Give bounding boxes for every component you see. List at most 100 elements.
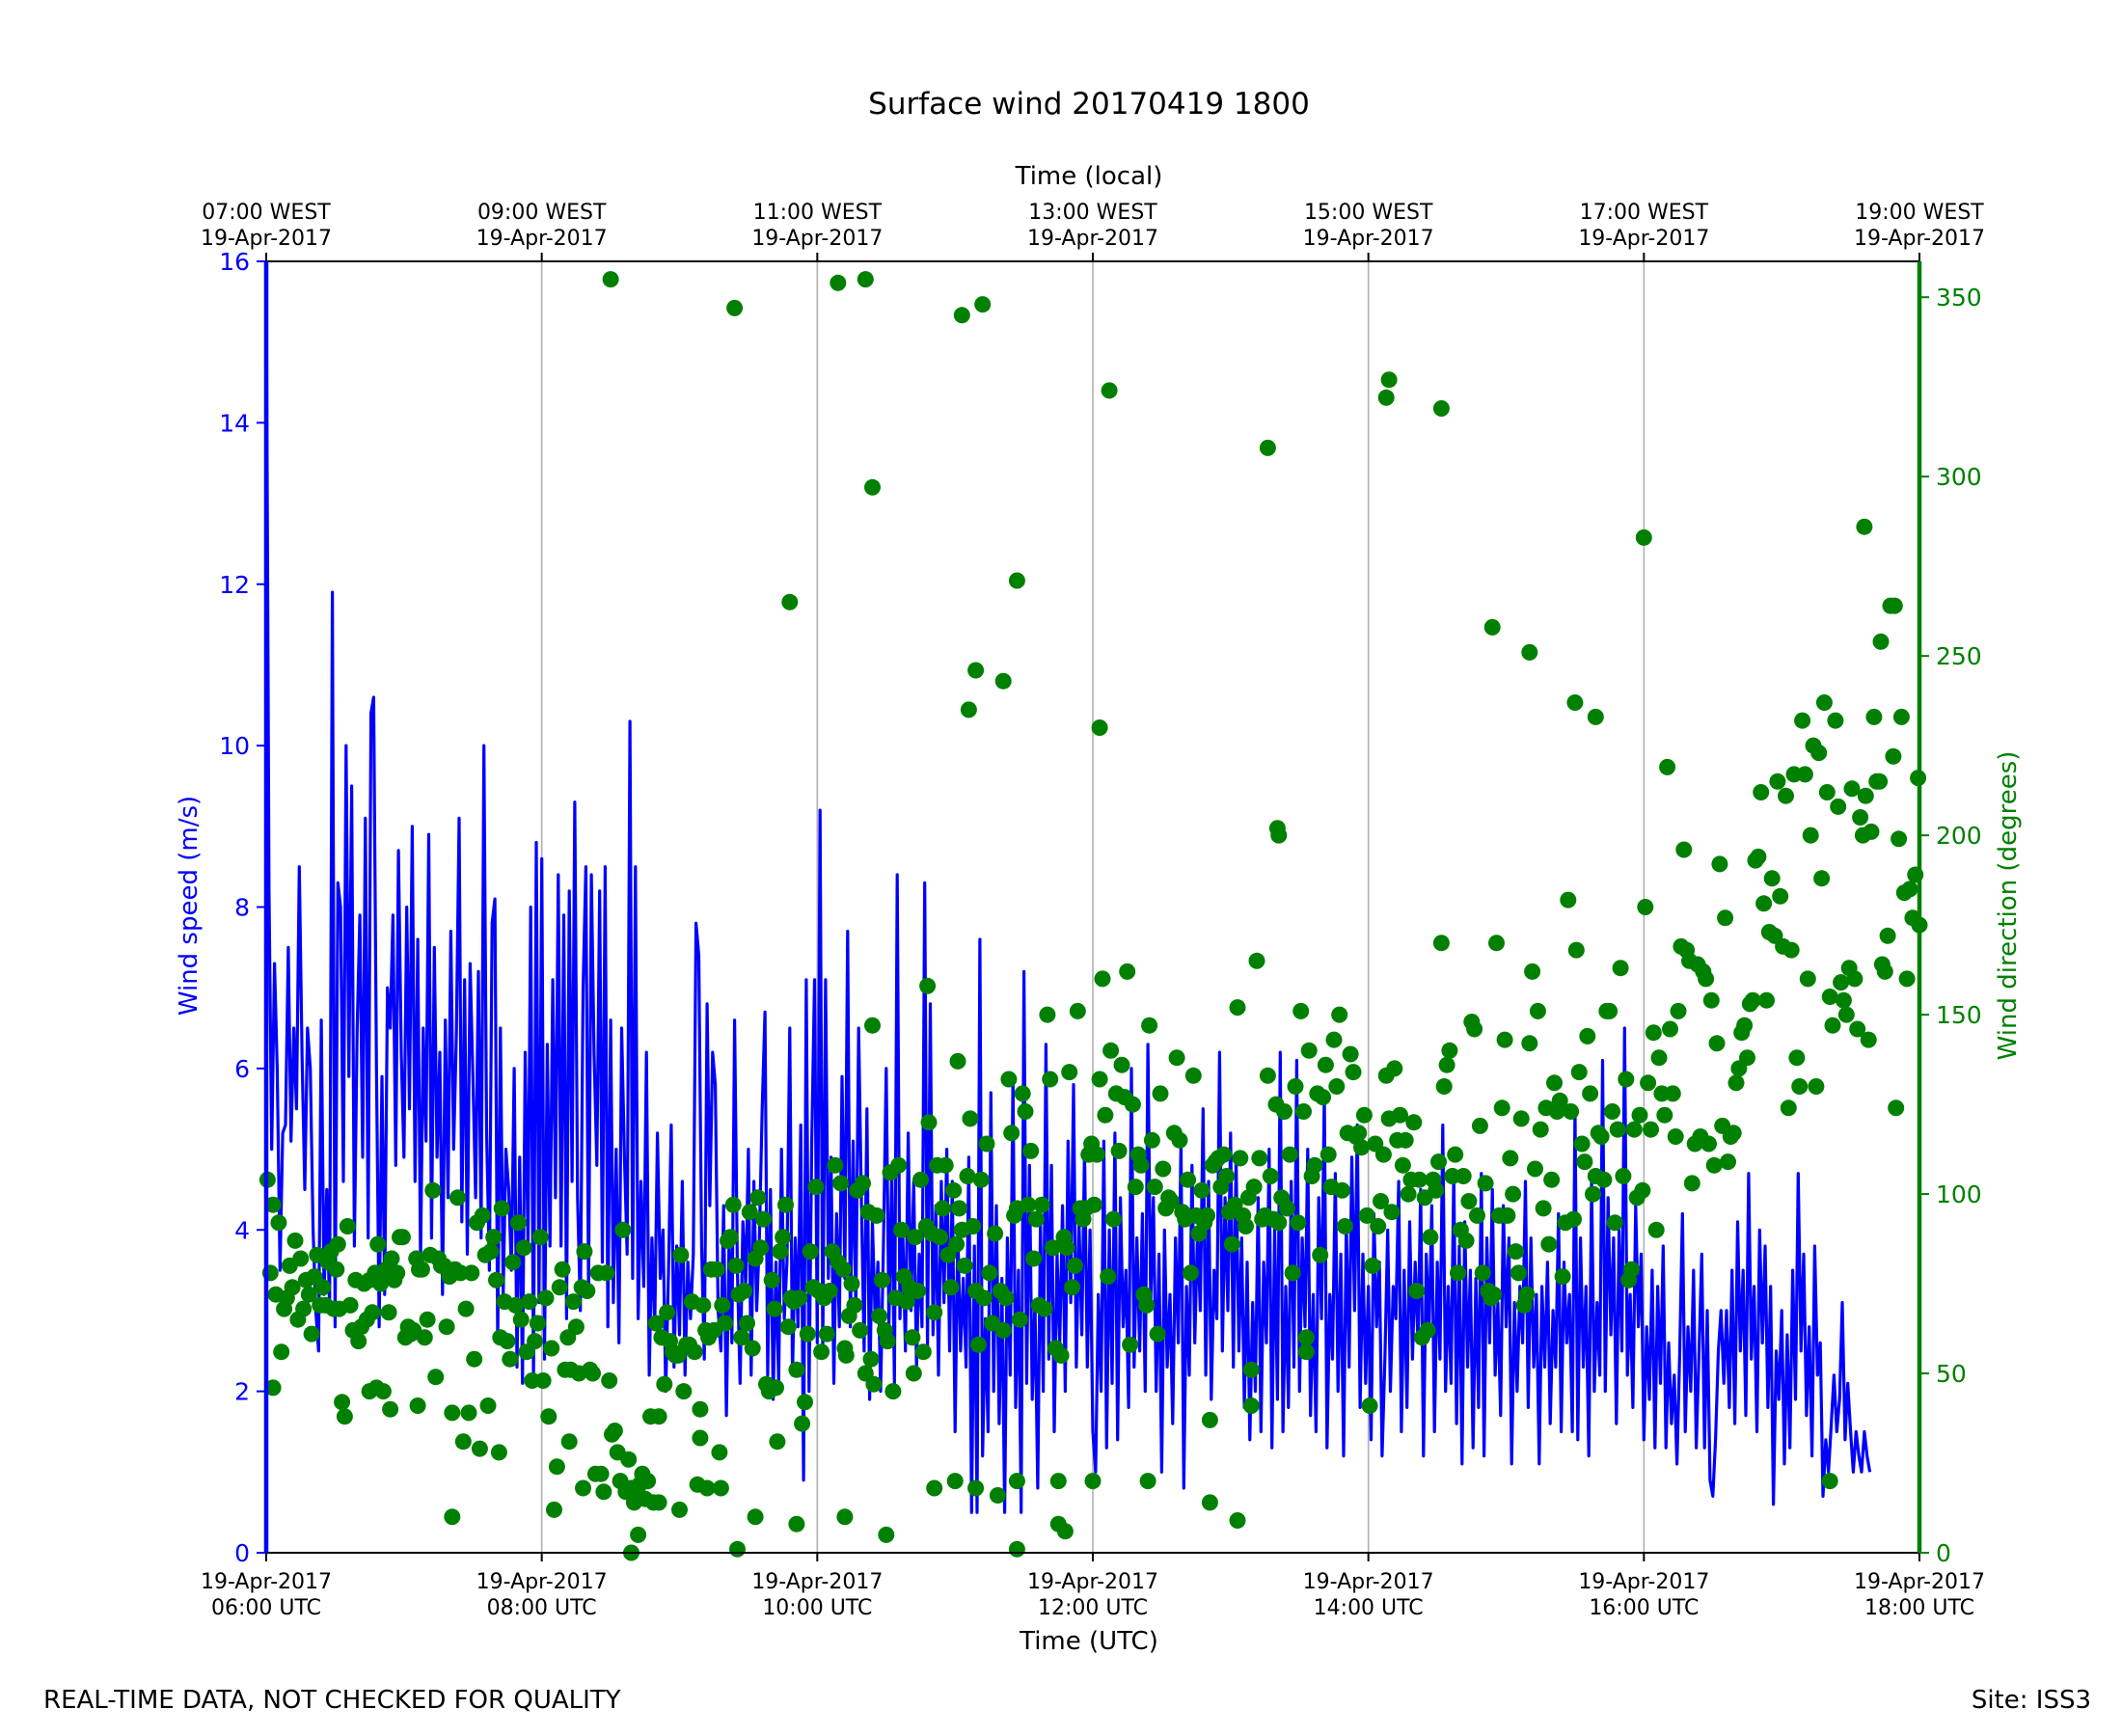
wind-direction-point [1182, 1264, 1199, 1282]
chart-title: Surface wind 20170419 1800 [868, 87, 1310, 122]
x-tick-label-date: 19-Apr-2017 [476, 1570, 608, 1594]
wind-direction-point [394, 1229, 411, 1246]
wind-direction-point [1606, 1214, 1623, 1232]
wind-direction-point [1670, 1002, 1687, 1019]
wind-direction-point [1238, 1218, 1254, 1234]
wind-direction-point [1104, 1210, 1122, 1228]
wind-direction-point [1769, 773, 1786, 790]
wind-direction-point [749, 1189, 767, 1207]
wind-direction-point [1270, 1214, 1288, 1232]
wind-direction-point [904, 1329, 921, 1346]
wind-direction-point [1563, 1103, 1580, 1120]
wind-direction-point [1138, 1296, 1156, 1314]
wind-direction-point [1091, 719, 1108, 736]
wind-direction-point [1438, 1056, 1455, 1073]
wind-direction-point [799, 1325, 816, 1343]
wind-direction-point [647, 1315, 665, 1332]
wind-direction-point [1287, 1078, 1304, 1095]
wind-direction-point [965, 1218, 982, 1234]
wind-direction-point [264, 1379, 282, 1397]
wind-direction-point [1830, 798, 1847, 815]
wind-direction-point [1508, 1243, 1524, 1261]
wind-direction-point [1036, 1300, 1053, 1317]
wind-direction-point [959, 1168, 976, 1184]
wind-direction-point [1457, 1232, 1475, 1249]
wind-direction-point [1353, 1139, 1370, 1156]
wind-direction-point [1152, 1085, 1169, 1102]
x-tick-label-date: 19-Apr-2017 [1854, 1570, 1985, 1594]
wind-direction-point [1122, 1336, 1139, 1353]
wind-direction-point [1469, 1207, 1485, 1224]
wind-direction-point [862, 1350, 880, 1368]
wind-direction-point [1132, 1156, 1150, 1174]
wind-direction-point [1570, 1064, 1588, 1081]
wind-direction-point [1852, 809, 1869, 826]
wind-direction-point [967, 1479, 985, 1497]
wind-direction-point [1772, 887, 1789, 905]
wind-direction-point [1319, 1146, 1337, 1163]
wind-direction-point [1039, 1006, 1056, 1023]
wind-direction-point [548, 1458, 565, 1476]
wind-direction-point [444, 1404, 461, 1422]
wind-direction-point [1645, 1024, 1662, 1042]
wind-direction-point [1325, 1031, 1343, 1048]
wind-direction-point [1711, 855, 1728, 873]
wind-direction-point [1358, 1207, 1375, 1224]
wind-direction-point [1171, 1131, 1188, 1149]
wind-direction-point [827, 1156, 844, 1174]
wind-direction-point [372, 1275, 390, 1292]
wind-direction-point [932, 1229, 948, 1246]
wind-direction-point [1872, 633, 1890, 650]
wind-direction-point [334, 1394, 351, 1411]
wind-direction-point [1428, 1181, 1445, 1199]
wind-direction-point [419, 1311, 436, 1328]
wind-direction-point [1300, 1042, 1318, 1059]
top-tick-label-date: 19-Apr-2017 [1578, 227, 1709, 251]
wind-direction-point [1397, 1131, 1414, 1149]
wind-direction-point [471, 1440, 488, 1457]
wind-direction-point [752, 1239, 770, 1257]
wind-direction-point [1411, 1171, 1428, 1188]
wind-direction-point [1242, 1397, 1260, 1414]
wind-direction-point [350, 1333, 367, 1350]
wind-direction-point [614, 1221, 632, 1238]
wind-direction-point [962, 1110, 979, 1127]
wind-direction-point [692, 1429, 709, 1447]
wind-direction-point [864, 1017, 881, 1034]
wind-direction-point [1802, 827, 1819, 844]
wind-direction-point [714, 1296, 731, 1314]
wind-direction-point [1042, 1071, 1059, 1088]
wind-direction-point [1524, 963, 1541, 980]
wind-direction-point [1119, 963, 1136, 980]
wind-direction-point [1455, 1168, 1472, 1184]
wind-direction-point [1113, 1056, 1130, 1073]
wind-direction-point [857, 271, 874, 288]
wind-direction-point [1609, 1121, 1626, 1138]
wind-direction-point [300, 1286, 317, 1303]
wind-direction-point [747, 1508, 764, 1526]
wind-direction-point [1796, 766, 1813, 783]
x-tick-label-date: 19-Apr-2017 [201, 1570, 332, 1594]
wind-direction-point [444, 1508, 461, 1526]
wind-direction-point [672, 1246, 690, 1263]
wind-direction-point [1604, 1103, 1620, 1120]
wind-direction-point [1014, 1085, 1031, 1102]
wind-direction-point [1813, 870, 1831, 887]
wind-direction-point [1833, 974, 1850, 991]
wind-direction-point [1383, 1204, 1401, 1221]
x-tick-label-date: 19-Apr-2017 [1303, 1570, 1434, 1594]
wind-direction-point [576, 1243, 593, 1261]
wind-direction-point [1101, 382, 1118, 399]
wind-direction-point [890, 1156, 908, 1174]
wind-direction-point [898, 1293, 915, 1311]
wind-direction-point [717, 1315, 734, 1332]
bottom-axis-label: Time (UTC) [1019, 1627, 1158, 1656]
top-tick-label-time: 13:00 WEST [1028, 201, 1157, 225]
wind-direction-point [708, 1261, 725, 1278]
wind-direction-point [303, 1325, 320, 1343]
wind-direction-point [1815, 694, 1833, 711]
wind-direction-point [295, 1300, 313, 1317]
left-tick-label: 16 [219, 248, 250, 276]
wind-direction-point [945, 1181, 963, 1199]
wind-direction-point [1865, 708, 1883, 725]
